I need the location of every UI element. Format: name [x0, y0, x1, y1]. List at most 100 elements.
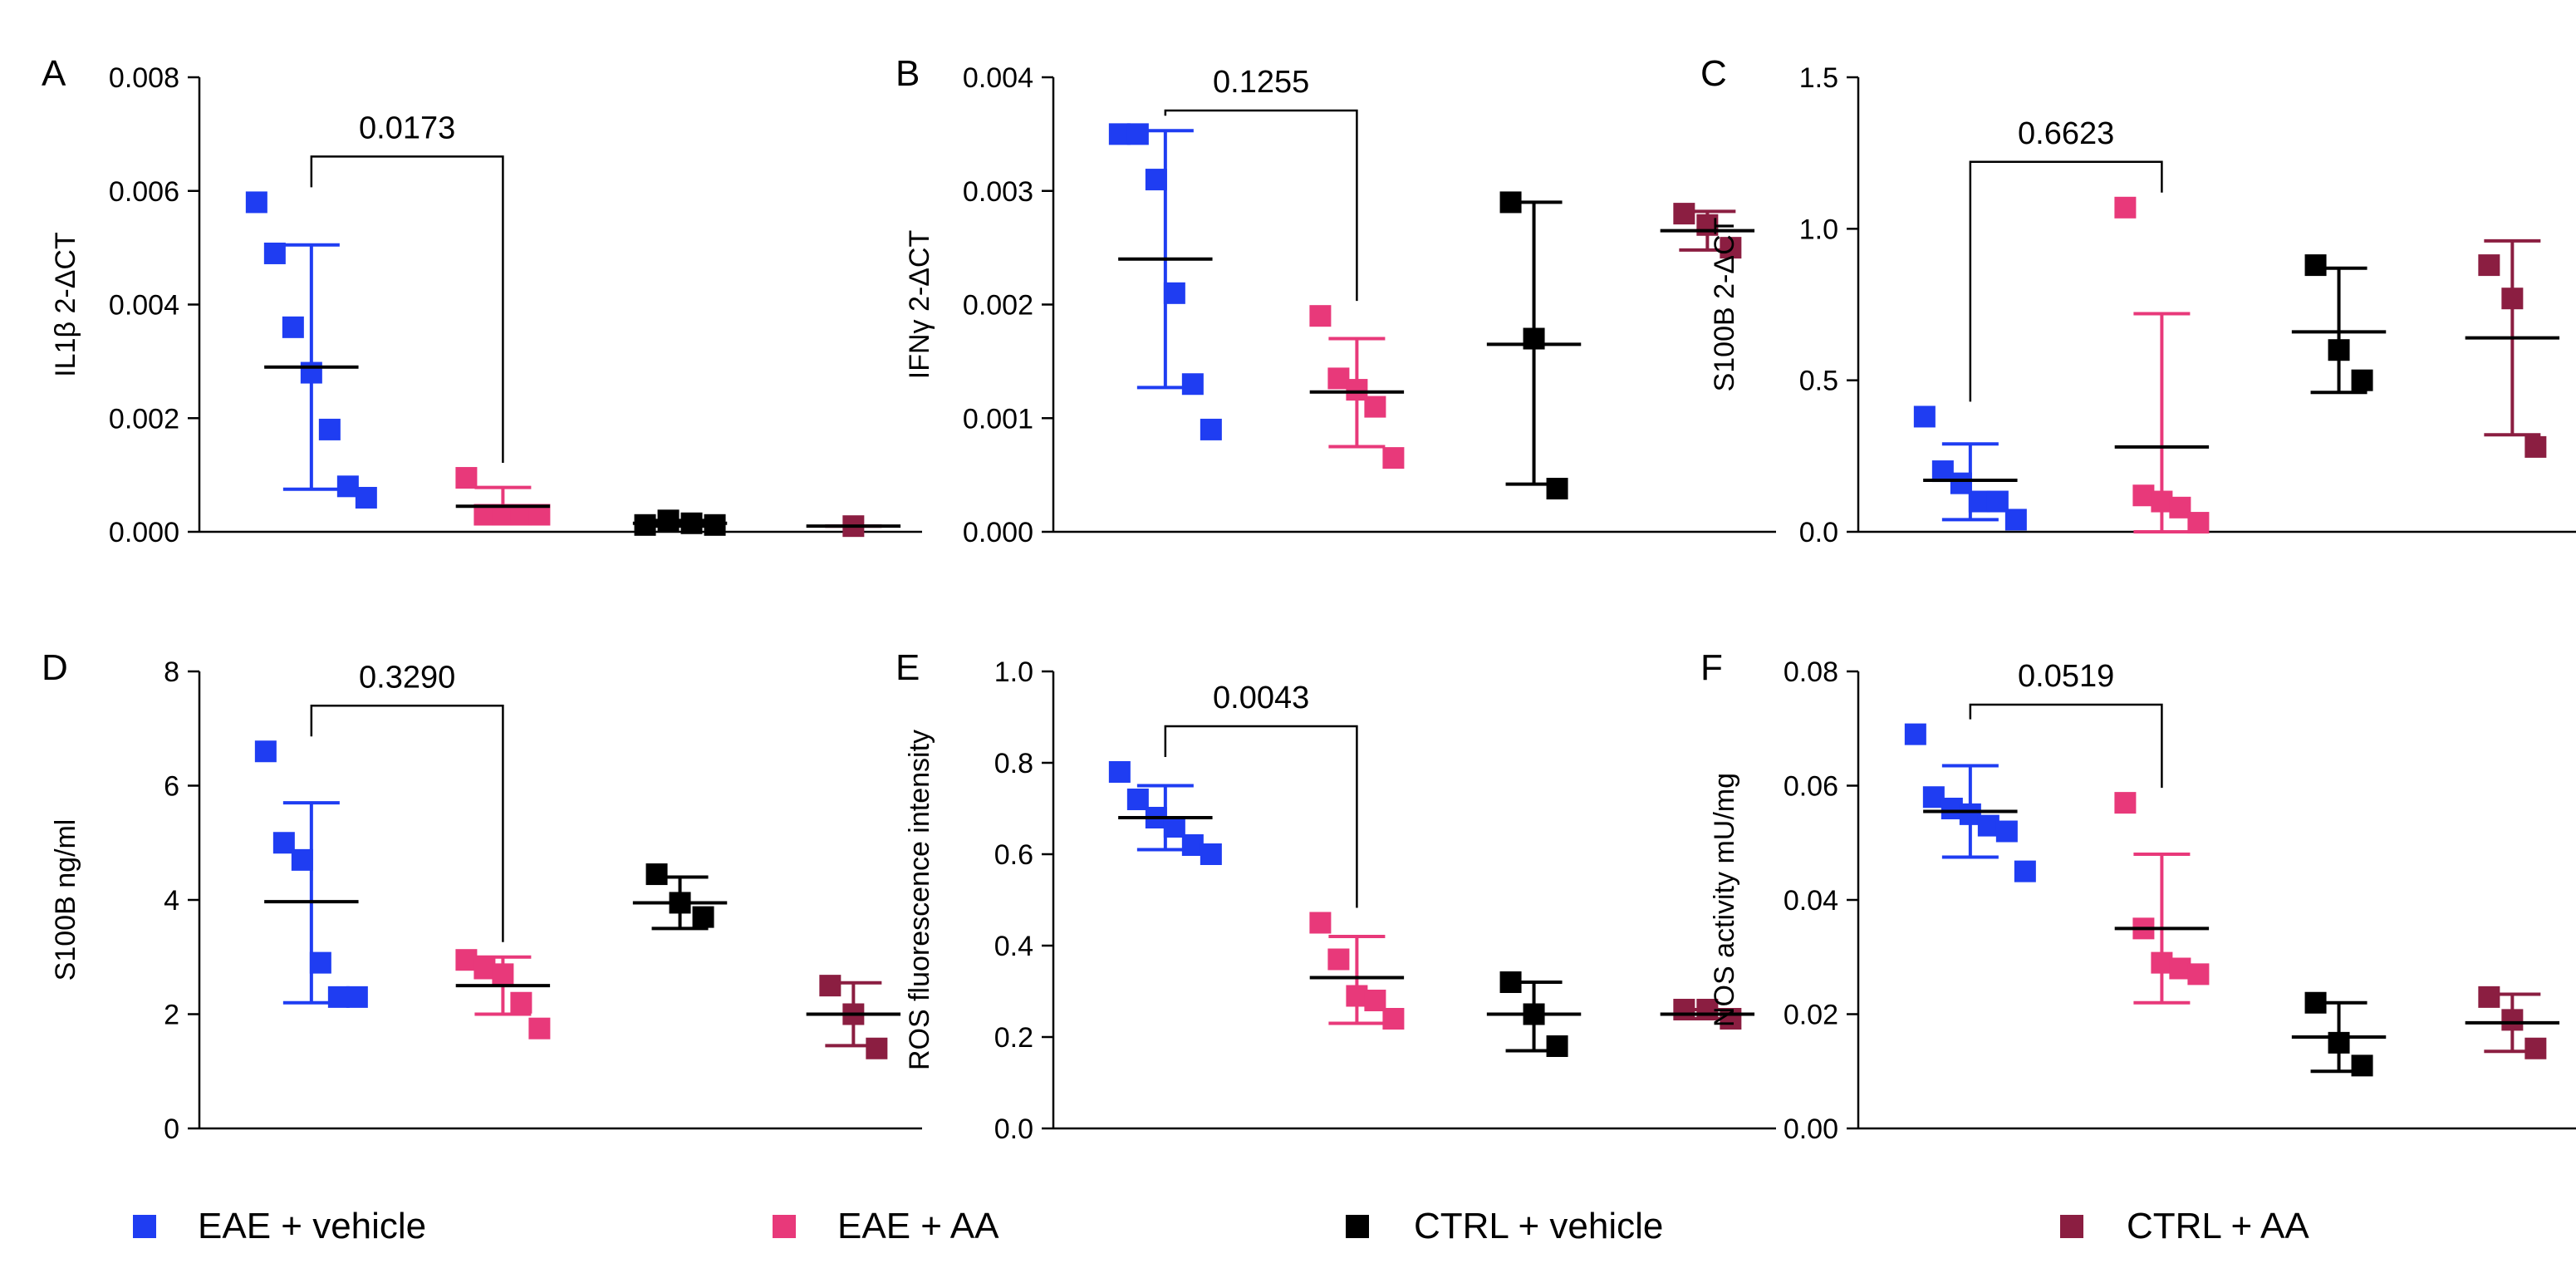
data-point: [2328, 1031, 2350, 1054]
panel-f: F 0.00 0.02 0.04 0.06 0.08 NOS activity mU/mg 0…: [1700, 647, 2576, 1145]
group-ctrl-aa: [2465, 986, 2560, 1059]
data-point: [645, 863, 668, 886]
group-ctrl-vehicle: [632, 863, 728, 931]
y-axis-label: IFNγ 2-ΔCT: [904, 230, 935, 379]
data-point: [1181, 834, 1204, 856]
data-point: [2114, 792, 2137, 814]
y-tick-label: 0: [164, 1113, 179, 1145]
data-point: [1673, 999, 1695, 1020]
data-point: [309, 951, 331, 974]
panel-e: E 0.0 0.2 0.4 0.6 0.8 1.0 ROS fluorescence inte…: [895, 647, 1776, 1145]
y-tick-label: 1.0: [994, 656, 1033, 688]
data-point: [1364, 396, 1386, 418]
data-point: [1995, 820, 2018, 843]
panel-d: D 0 2 4 6 8 S100B ng/ml 0.3290: [42, 647, 922, 1145]
legend-label-eae-aa: EAE + AA: [837, 1206, 999, 1246]
data-point: [346, 986, 368, 1008]
y-tick-label: 0.003: [963, 176, 1033, 208]
legend-label-eae-vehicle: EAE + vehicle: [198, 1206, 426, 1246]
group-eae-vehicle: [254, 740, 368, 1008]
data-point: [1108, 123, 1131, 145]
y-tick-label: 4: [164, 885, 179, 917]
p-value-label: 0.0519: [2018, 659, 2114, 694]
data-point: [819, 975, 841, 997]
y-tick-label: 0.4: [994, 931, 1033, 962]
y-axis-label: IL1β 2-ΔCT: [50, 232, 81, 377]
group-eae-vehicle: [1108, 761, 1222, 865]
y-tick-label: 0.08: [1784, 656, 1838, 688]
data-point: [473, 957, 496, 980]
data-point: [1382, 447, 1405, 469]
data-point: [1126, 123, 1149, 145]
data-point: [866, 1037, 888, 1059]
group-ctrl-vehicle: [1486, 971, 1582, 1057]
group-eae-vehicle: [1913, 406, 2027, 531]
group-eae-aa: [455, 949, 551, 1040]
data-point: [1673, 203, 1695, 225]
data-point: [1546, 478, 1568, 500]
data-point: [2524, 435, 2547, 458]
data-point: [2351, 1054, 2373, 1077]
data-point: [1200, 843, 1222, 865]
data-point: [245, 191, 267, 214]
group-eae-aa: [1309, 912, 1405, 1030]
group-ctrl-vehicle: [2291, 991, 2387, 1077]
group-ctrl-aa: [2465, 238, 2560, 458]
group-eae-aa: [2114, 196, 2210, 534]
data-point: [2351, 369, 2373, 391]
panel-c: C 0.0 0.5 1.0 1.5 S100B 2-ΔCT 0.6623: [1700, 53, 2576, 548]
data-point: [263, 242, 286, 264]
data-point: [1346, 985, 1368, 1007]
data-point: [1922, 786, 1945, 809]
y-tick-label: 0.008: [109, 62, 179, 94]
data-point: [1145, 169, 1167, 191]
data-point: [2132, 484, 2155, 507]
data-point: [2524, 1037, 2547, 1059]
data-point: [492, 963, 514, 986]
legend-swatch-eae-aa: [773, 1215, 796, 1238]
y-tick-label: 0.000: [109, 517, 179, 548]
y-tick-label: 0.04: [1784, 885, 1838, 917]
data-point: [692, 906, 714, 928]
p-value-label: 0.3290: [359, 660, 455, 695]
data-point: [2501, 288, 2524, 310]
data-point: [2014, 860, 2036, 882]
data-point: [1346, 379, 1368, 401]
data-point: [300, 361, 322, 384]
data-point: [1523, 327, 1545, 350]
group-eae-aa: [1309, 305, 1405, 469]
y-tick-label: 1.0: [1799, 214, 1838, 245]
data-point: [1913, 406, 1936, 428]
data-point: [1126, 789, 1149, 810]
data-point: [1696, 999, 1719, 1020]
data-point: [1931, 460, 1954, 483]
data-point: [336, 475, 359, 498]
y-tick-label: 0.6: [994, 839, 1033, 871]
y-axis-label: ROS fluorescence intensity: [904, 730, 935, 1070]
data-point: [1181, 373, 1204, 396]
significance-bracket: [1164, 725, 1358, 908]
group-ctrl-vehicle: [632, 509, 728, 536]
y-tick-label: 6: [164, 771, 179, 803]
data-point: [704, 514, 726, 536]
data-point: [2151, 951, 2173, 974]
data-point: [318, 418, 341, 440]
group-eae-vehicle: [245, 191, 377, 509]
y-tick-label: 0.004: [109, 290, 179, 322]
legend-label-ctrl-vehicle: CTRL + vehicle: [1414, 1206, 1663, 1246]
legend: EAE + vehicle EAE + AA CTRL + vehicle CT…: [133, 1206, 2309, 1246]
data-point: [1327, 367, 1350, 390]
significance-bracket: [1164, 109, 1358, 302]
y-tick-label: 2: [164, 1000, 179, 1031]
group-eae-aa: [2114, 792, 2210, 1005]
data-point: [1200, 418, 1222, 440]
panel-letter: A: [42, 53, 66, 94]
data-point: [1327, 948, 1350, 971]
data-point: [1904, 723, 1926, 745]
panel-letter: C: [1700, 53, 1727, 94]
y-tick-label: 0.5: [1799, 366, 1838, 397]
y-tick-label: 0.00: [1784, 1113, 1838, 1145]
y-axis-label: NOS activity mU/mg: [1709, 773, 1740, 1027]
data-point: [1950, 472, 1972, 494]
significance-bracket: [1969, 703, 2163, 789]
